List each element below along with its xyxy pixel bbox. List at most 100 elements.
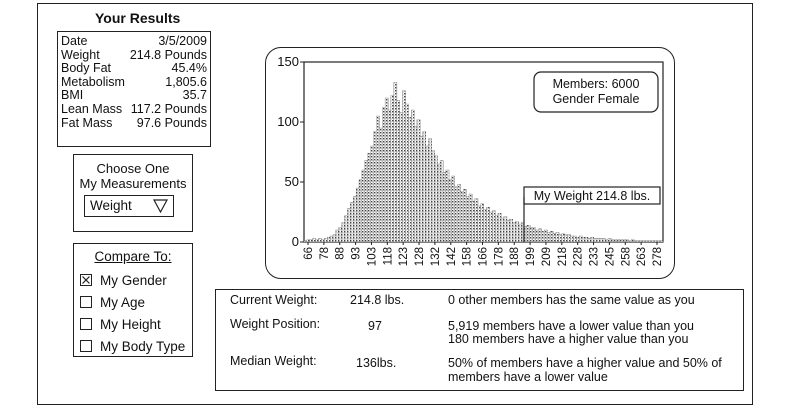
x-tick-label: 188 — [509, 247, 521, 266]
stat-desc-weight-position-1: 5,919 members have a lower value than yo… — [448, 319, 694, 333]
result-value: 214.8 Pounds — [130, 49, 207, 63]
histogram-bar — [527, 225, 530, 242]
x-tick-label: 118 — [382, 247, 394, 265]
histogram-bar — [594, 238, 597, 242]
histogram-bar — [625, 240, 628, 242]
x-tick-label: 158 — [462, 247, 474, 266]
my-weight-text: My Weight 214.8 lbs. — [534, 189, 651, 203]
histogram-bar — [547, 232, 550, 242]
histogram-bar — [408, 117, 411, 242]
x-tick-label: 233 — [589, 247, 601, 266]
result-label: Metabolism — [61, 76, 125, 90]
histogram-bar — [365, 160, 368, 242]
stat-desc-weight-position-2: 180 members have a higher value than you — [448, 332, 688, 346]
histogram-bar — [617, 240, 620, 242]
histogram-bar — [330, 236, 333, 242]
histogram-bar — [512, 223, 515, 242]
compare-option-height[interactable]: My Height — [80, 316, 161, 332]
histogram-bar — [400, 112, 403, 242]
compare-option-label: My Age — [100, 295, 145, 310]
histogram-bar — [318, 238, 321, 242]
histogram-bar — [446, 170, 449, 242]
y-tick-label: 150 — [277, 54, 299, 69]
histogram-bar — [588, 238, 591, 242]
histogram-bar — [614, 240, 617, 242]
x-tick-label: 93 — [351, 247, 363, 260]
checkbox-age[interactable] — [80, 296, 92, 308]
histogram-bar — [602, 238, 605, 242]
stat-value-median-weight: 136lbs. — [356, 356, 396, 370]
histogram-bar — [628, 241, 631, 242]
histogram-bar — [353, 196, 356, 242]
histogram-bar — [544, 230, 547, 242]
stat-value-weight-position: 97 — [368, 319, 382, 333]
histogram-bar — [347, 208, 350, 242]
compare-option-body-type[interactable]: My Body Type — [80, 338, 185, 354]
histogram-bar — [518, 224, 521, 242]
stat-label-current-weight: Current Weight: — [230, 293, 317, 307]
histogram-bar — [486, 207, 489, 242]
histogram-bar — [596, 238, 599, 242]
histogram-bar — [313, 238, 316, 242]
measurement-select[interactable]: Weight — [84, 195, 174, 217]
histogram-bar — [562, 234, 565, 242]
histogram-bar — [489, 212, 492, 242]
stat-value-current-weight: 214.8 lbs. — [350, 293, 404, 307]
result-row-fat-mass: Fat Mass97.6 Pounds — [61, 117, 207, 131]
histogram-bar — [536, 230, 539, 242]
comparison-stats: Current Weight: 214.8 lbs. 0 other membe… — [215, 289, 744, 391]
compare-option-label: My Gender — [100, 273, 167, 288]
histogram-bar — [368, 153, 371, 242]
compare-option-gender[interactable]: My Gender — [80, 272, 167, 288]
chooser-subheading: My Measurements — [74, 176, 192, 191]
histogram-bar — [484, 210, 487, 242]
weight-histogram: 0501001506678889310311812312813214215816… — [266, 48, 673, 277]
histogram-bar — [327, 237, 330, 242]
histogram-bar — [391, 96, 394, 242]
result-row-metabolism: Metabolism1,805.6 — [61, 76, 207, 90]
histogram-bar — [304, 241, 307, 242]
result-value: 3/5/2009 — [158, 35, 207, 49]
result-row-lean-mass: Lean Mass117.2 Pounds — [61, 103, 207, 117]
histogram-bar — [426, 146, 429, 242]
check-x-icon — [81, 275, 91, 285]
checkbox-body-type[interactable] — [80, 340, 92, 352]
histogram-bar — [510, 219, 513, 242]
stat-desc-current-weight: 0 other members has the same value as yo… — [448, 293, 695, 307]
histogram-bar — [376, 116, 379, 242]
histogram-bar — [507, 220, 510, 242]
histogram-bar — [515, 222, 518, 242]
histogram-bar — [397, 100, 400, 242]
checkbox-gender[interactable] — [80, 274, 92, 286]
gender-filter-text: Gender Female — [553, 92, 640, 106]
histogram-bar — [579, 236, 582, 242]
histogram-bar — [423, 132, 426, 242]
histogram-bar — [660, 241, 663, 242]
result-label: Fat Mass — [61, 117, 112, 131]
histogram-bar — [582, 237, 585, 242]
x-tick-label: 278 — [652, 247, 664, 266]
results-title: Your Results — [95, 10, 180, 26]
histogram-bar — [504, 217, 507, 242]
result-value: 117.2 Pounds — [131, 103, 207, 117]
histogram-bar — [434, 156, 437, 242]
result-label: Date — [61, 35, 87, 49]
histogram-bar — [576, 237, 579, 242]
histogram-bar — [339, 228, 342, 242]
members-count-text: Members: 6000 — [553, 77, 640, 91]
histogram-bar — [437, 164, 440, 242]
triangle-down-icon[interactable] — [153, 199, 168, 213]
histogram-bar — [611, 240, 614, 242]
result-value: 35.7 — [183, 89, 207, 103]
histogram-bar — [553, 234, 556, 242]
histogram-bar — [481, 204, 484, 242]
stat-desc-median-weight-1: 50% of members have a higher value and 5… — [448, 356, 722, 370]
histogram-bar — [411, 110, 414, 242]
histogram-bar — [620, 240, 623, 242]
compare-option-age[interactable]: My Age — [80, 294, 145, 310]
histogram-bar — [498, 213, 501, 242]
histogram-bar — [654, 241, 657, 242]
checkbox-height[interactable] — [80, 318, 92, 330]
histogram-bar — [449, 180, 452, 242]
x-tick-label: 218 — [557, 247, 569, 266]
